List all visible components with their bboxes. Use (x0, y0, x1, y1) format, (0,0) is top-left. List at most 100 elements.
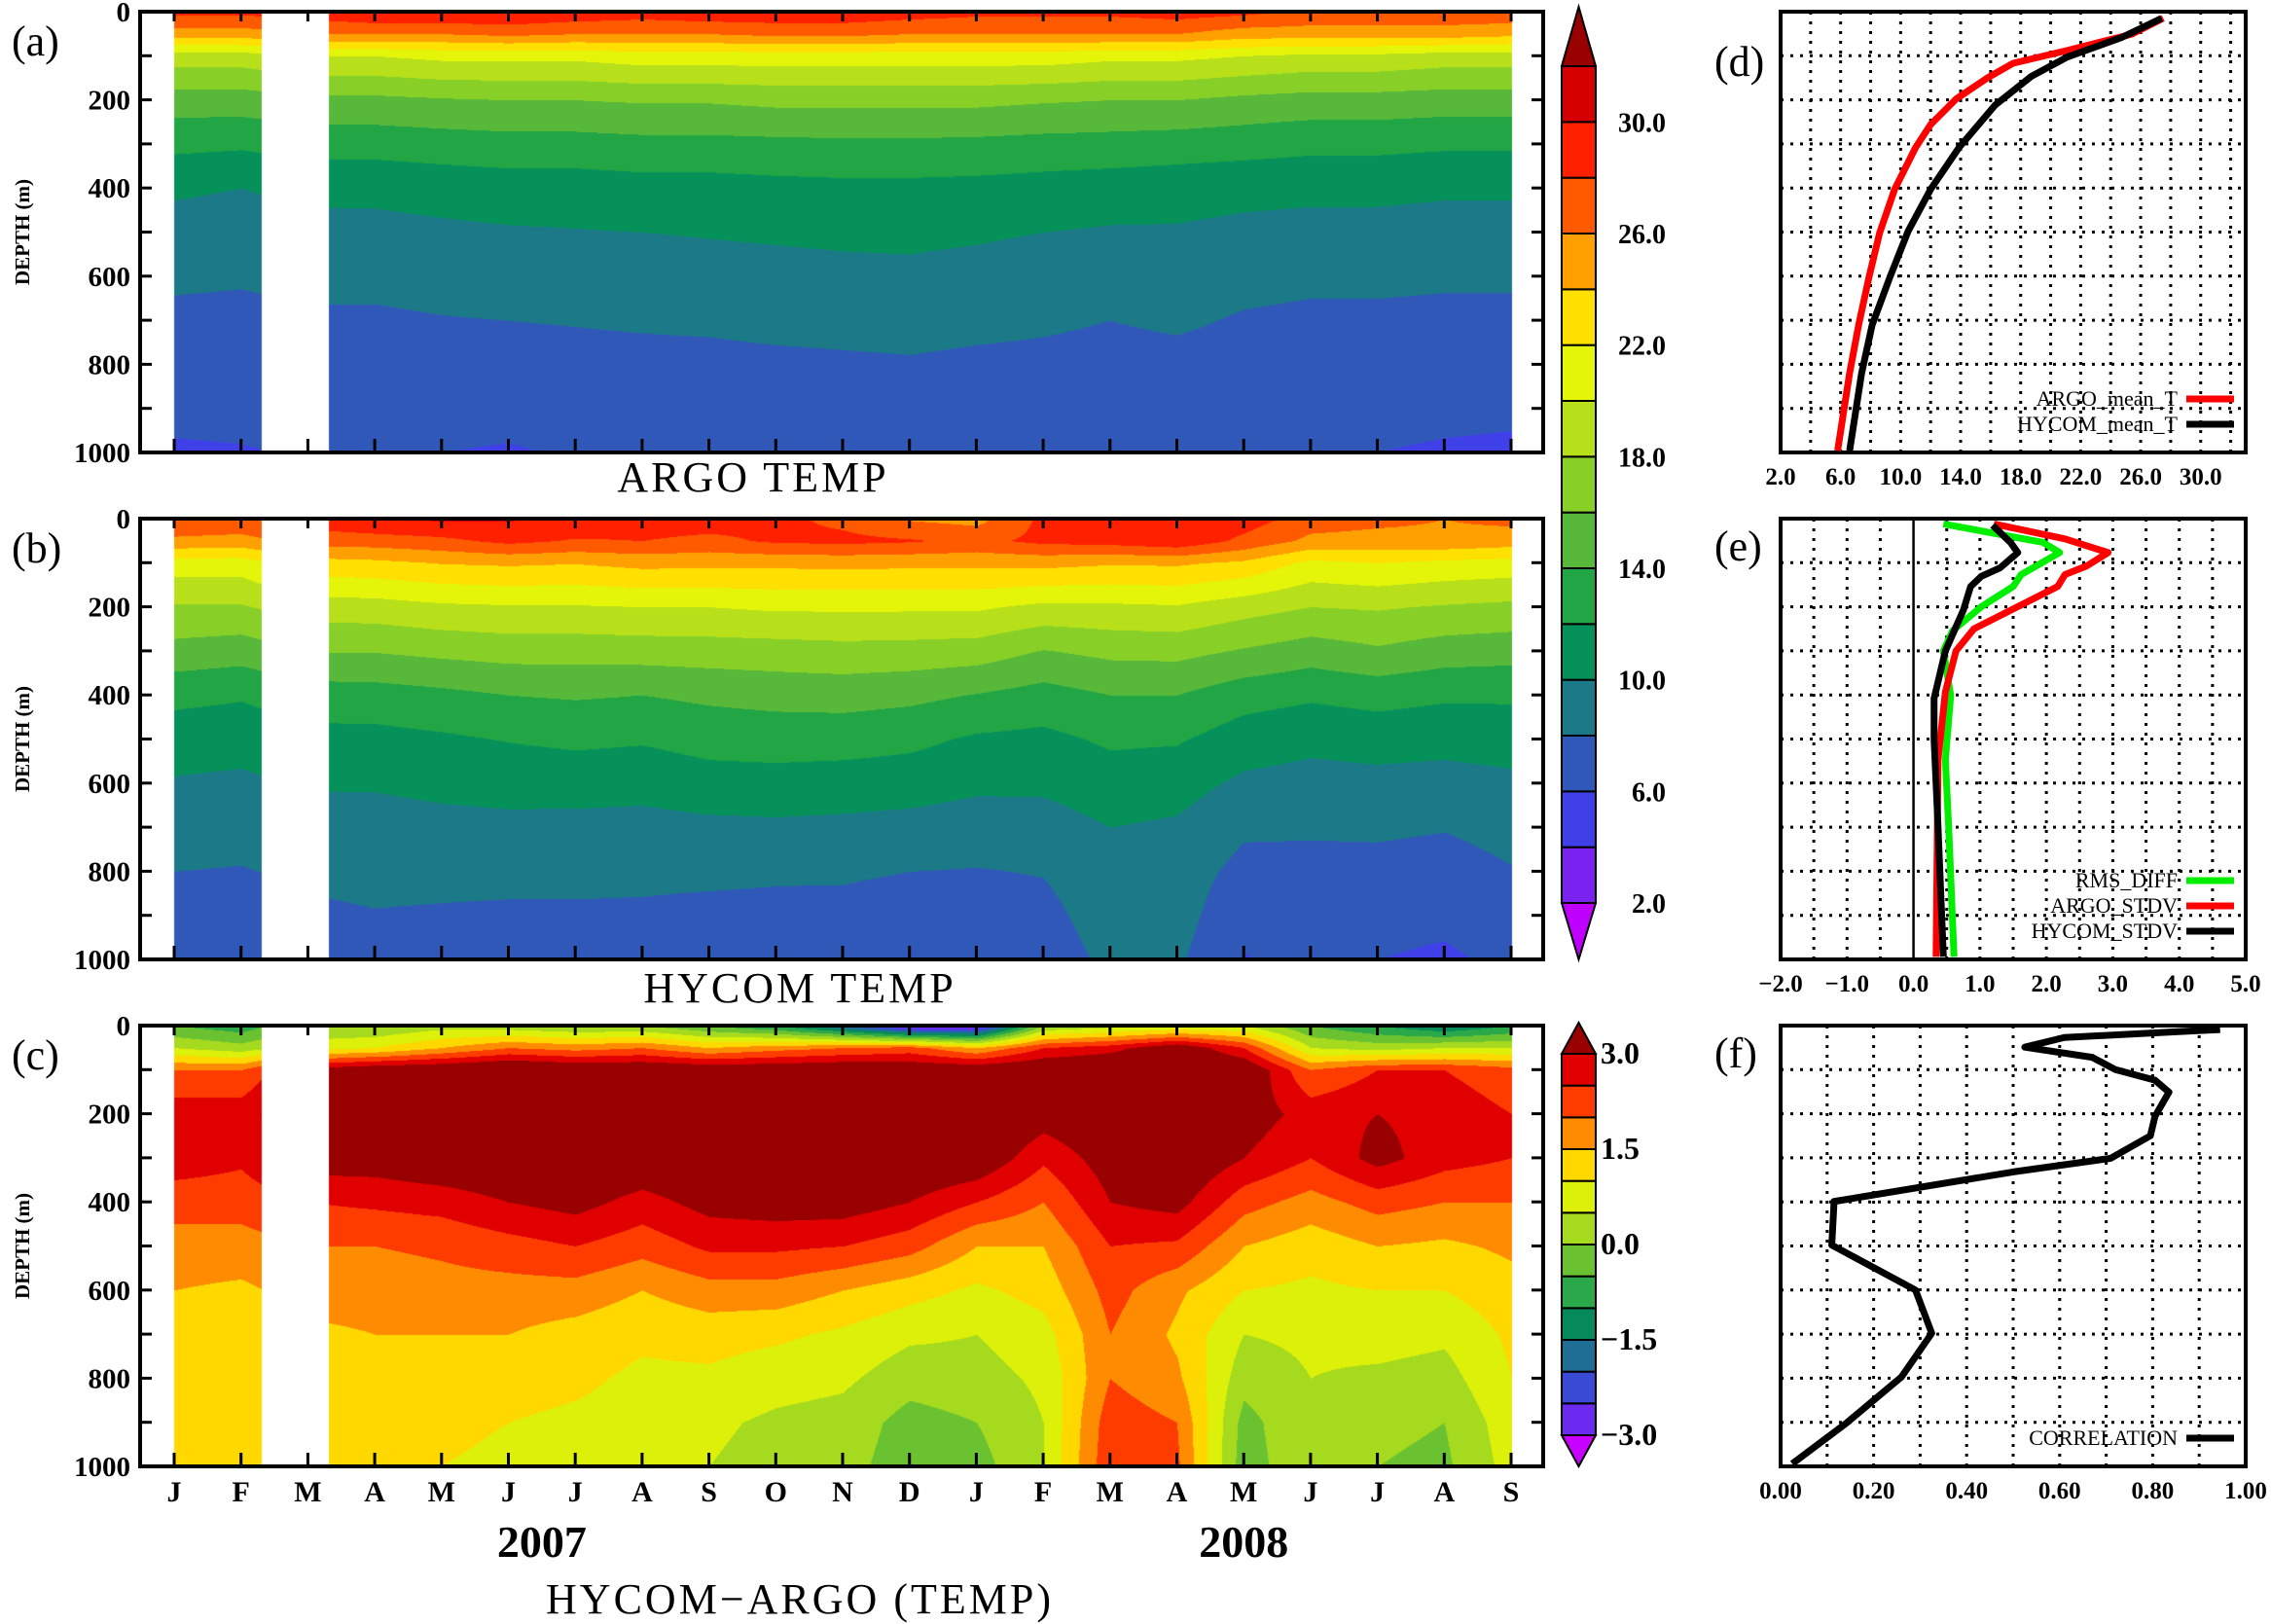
plot-frame (138, 10, 1545, 454)
colorbar-box (1561, 1275, 1597, 1310)
plot-frame (138, 517, 1545, 961)
legend-label: HYCOM_mean_T (2017, 412, 2179, 436)
month-label: A (1433, 1476, 1455, 1508)
month-label: A (1167, 1476, 1188, 1508)
month-label: A (631, 1476, 653, 1508)
month-label: J (501, 1476, 516, 1508)
colorbar-box (1561, 735, 1597, 793)
depth-tick-label: 1000 (74, 438, 130, 469)
month-label: M (428, 1476, 455, 1508)
colorbar-box (1561, 343, 1597, 402)
depth-tick-label: 800 (89, 856, 131, 887)
depth-tick-label: 1000 (74, 945, 130, 976)
month-label: M (1230, 1476, 1257, 1508)
depth-tick-label: 400 (89, 680, 131, 711)
series-line-argo-stdv (1932, 521, 2112, 957)
month-label: J (167, 1476, 182, 1508)
month-label: S (701, 1476, 717, 1508)
title-hycom-argo: HYCOM−ARGO (TEMP) (546, 1575, 1054, 1623)
colorbar-box (1561, 176, 1597, 235)
depth-tick-label: 400 (89, 173, 131, 204)
series-line-hycom-stdv (1930, 523, 2022, 957)
x-tick-label: 26.0 (2119, 464, 2162, 490)
month-label: F (233, 1476, 250, 1508)
colorbar-over-arrow (1560, 3, 1598, 67)
colorbar-box (1561, 1179, 1597, 1214)
depth-axis-label: DEPTH (m) (11, 686, 34, 792)
plot-frame (1779, 517, 2248, 961)
colorbar-tick-label: 26.0 (1618, 220, 1666, 250)
colorbar-box (1561, 623, 1597, 681)
colorbar-box (1561, 400, 1597, 458)
depth-tick-label: 200 (89, 1100, 131, 1131)
colorbar-tick-label: −3.0 (1601, 1417, 1657, 1452)
depth-tick-label: 200 (89, 593, 131, 624)
x-tick-label: 5.0 (2230, 971, 2260, 997)
x-tick-label: 22.0 (2060, 464, 2103, 490)
year-label: 2008 (1199, 1517, 1288, 1567)
x-tick-label: 1.0 (1965, 971, 1995, 997)
x-tick-label: −2.0 (1758, 971, 1803, 997)
month-label: J (568, 1476, 583, 1508)
month-label: S (1503, 1476, 1520, 1508)
x-tick-label: 0.40 (1945, 1478, 1988, 1504)
depth-axis-label: DEPTH (m) (11, 179, 34, 285)
colorbar-box (1561, 121, 1597, 179)
depth-tick-label: 600 (89, 1276, 131, 1307)
colorbar-box (1561, 1116, 1597, 1151)
depth-tick-label: 800 (89, 349, 131, 380)
plot-frame (138, 1024, 1545, 1468)
month-label: D (899, 1476, 920, 1508)
series-line-correlation (1789, 1026, 2220, 1467)
x-tick-label: 4.0 (2164, 971, 2194, 997)
colorbar-tick-label: 22.0 (1618, 332, 1666, 362)
series-line-rms-diff (1939, 520, 2064, 957)
colorbar-box (1561, 790, 1597, 848)
x-tick-label: 0.20 (1853, 1478, 1895, 1504)
x-tick-label: 1.00 (2224, 1478, 2267, 1504)
panel-label-e: (e) (1714, 523, 1762, 570)
title-argo-temp: ARGO TEMP (617, 453, 888, 501)
hycom-argo-diff-contour (140, 1026, 1543, 1466)
legend-label: ARGO_STDV (2050, 893, 2178, 918)
colorbar-box (1561, 567, 1597, 626)
panel-label-d: (d) (1714, 38, 1764, 86)
colorbar-box (1561, 65, 1597, 124)
colorbar-tick-label: 0.0 (1601, 1226, 1640, 1261)
depth-tick-label: 200 (89, 86, 131, 117)
plot-frame (1779, 10, 2248, 454)
legend-label: CORRELATION (2029, 1426, 2178, 1450)
colorbar-box (1561, 678, 1597, 738)
depth-tick-label: 0 (117, 0, 131, 28)
depth-tick-label: 400 (89, 1187, 131, 1218)
x-tick-label: −1.0 (1825, 971, 1870, 997)
colorbar-tick-label: 6.0 (1632, 777, 1666, 808)
argo-temp-contour (140, 12, 1543, 452)
x-tick-label: 2.0 (1765, 464, 1795, 490)
depth-tick-label: 600 (89, 262, 131, 293)
colorbar-box (1561, 1244, 1597, 1278)
month-label: A (364, 1476, 385, 1508)
x-tick-label: 3.0 (2098, 971, 2128, 997)
x-tick-label: 0.0 (1898, 971, 1929, 997)
colorbar-box (1561, 1084, 1597, 1119)
x-tick-label: 0.80 (2132, 1478, 2175, 1504)
x-tick-label: 10.0 (1879, 464, 1922, 490)
x-tick-label: 30.0 (2180, 464, 2222, 490)
colorbar-tick-label: 30.0 (1618, 108, 1666, 138)
colorbar-tick-label: 10.0 (1618, 667, 1666, 697)
month-label: J (1303, 1476, 1317, 1508)
panel-label-a: (a) (12, 18, 59, 65)
panel-label-f: (f) (1714, 1029, 1757, 1077)
colorbar-box (1561, 511, 1597, 570)
x-tick-label: 0.60 (2038, 1478, 2081, 1504)
legend-label: RMS_DIFF (2075, 868, 2178, 892)
colorbar-box (1561, 1148, 1597, 1182)
colorbar-box (1561, 846, 1597, 905)
colorbar-over-arrow (1560, 1020, 1598, 1055)
colorbar-box (1561, 1370, 1597, 1405)
colorbar-under-arrow (1560, 1434, 1598, 1469)
colorbar-box (1561, 1211, 1597, 1246)
